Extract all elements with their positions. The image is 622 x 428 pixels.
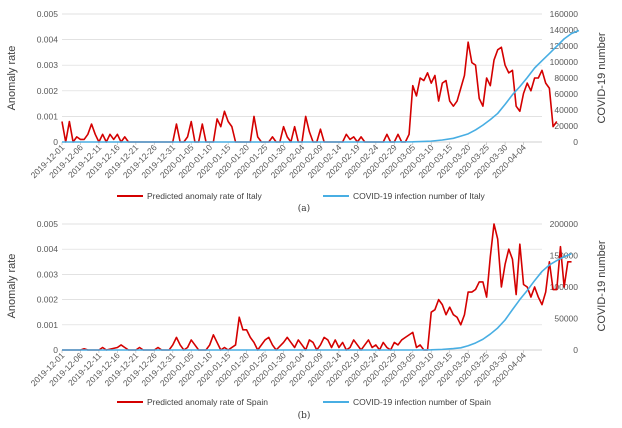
panel-a-legend-covid-label: COVID-19 infection number of Italy <box>353 191 486 201</box>
panel-a-left-tick-label: 0.005 <box>37 9 59 19</box>
panel-b-right-tick-label: 0 <box>573 345 578 355</box>
panel-b-legend-anomaly-label: Predicted anomaly rate of Spain <box>147 397 268 407</box>
panel-b-left-axis-label: Anomaly rate <box>6 254 18 319</box>
panel-a-anomaly-rate-line <box>61 41 558 143</box>
panel-b-right-tick-label: 150000 <box>550 251 579 261</box>
panel-b-caption: (b) <box>298 410 311 421</box>
panel-a-right-tick-label: 160000 <box>550 9 579 19</box>
panel-b-left-tick-label: 0.002 <box>37 295 59 305</box>
panel-b-left-tick-labels: 0 0.001 0.002 0.003 0.004 0.005 <box>37 219 59 355</box>
panel-a-left-tick-label: 0.003 <box>37 60 59 70</box>
panel-b-x-tick-labels: 2019-12-012019-12-062019-12-112019-12-16… <box>29 350 528 388</box>
panel-a-legend: Predicted anomaly rate of Italy COVID-19… <box>117 191 486 201</box>
panel-b-covid-number-line <box>62 252 572 351</box>
panel-a-right-tick-label: 40000 <box>554 105 578 115</box>
panel-a-right-tick-label: 140000 <box>550 25 579 35</box>
panel-a-right-tick-label: 20000 <box>554 121 578 131</box>
panel-a-right-axis-label: COVID-19 number <box>596 32 608 123</box>
panel-b-left-tick-label: 0.003 <box>37 269 59 279</box>
panel-b-right-axis-label: COVID-19 number <box>596 240 608 331</box>
panel-b-gridlines <box>62 223 542 326</box>
panel-a-left-axis-label: Anomaly rate <box>6 46 18 111</box>
panel-a-left-tick-labels: 0 0.001 0.002 0.003 0.004 0.005 <box>37 9 59 147</box>
panel-a-italy: 0 0.001 0.002 0.003 0.004 0.005 0 20000 40000 60… <box>6 9 608 214</box>
panel-a-right-tick-label: 100000 <box>550 57 579 67</box>
panel-a-left-tick-label: 0.004 <box>37 35 59 45</box>
panel-a-legend-anomaly-label: Predicted anomaly rate of Italy <box>147 191 263 201</box>
panel-b-right-tick-label: 200000 <box>550 219 579 229</box>
panel-b-left-tick-label: 0.005 <box>37 219 59 229</box>
panel-a-covid-number-line <box>62 29 580 143</box>
panel-a-gridlines <box>62 13 542 117</box>
panel-a-left-tick-label: 0 <box>53 137 58 147</box>
panel-a-right-tick-label: 120000 <box>550 41 579 51</box>
panel-a-series <box>61 29 580 143</box>
panel-b-legend: Predicted anomaly rate of Spain COVID-19… <box>117 397 491 407</box>
panel-a-left-tick-label: 0.002 <box>37 86 59 96</box>
panel-a-caption: (a) <box>298 203 310 214</box>
panel-a-right-tick-label: 0 <box>573 137 578 147</box>
panel-a-right-tick-label: 60000 <box>554 89 578 99</box>
panel-b-left-tick-label: 0 <box>53 345 58 355</box>
panel-b-series <box>62 223 572 351</box>
panel-b-legend-covid-label: COVID-19 infection number of Spain <box>353 397 491 407</box>
panel-b-left-tick-label: 0.001 <box>37 320 59 330</box>
panel-a-left-tick-label: 0.001 <box>37 111 59 121</box>
panel-b-left-tick-label: 0.004 <box>37 244 59 254</box>
panel-a-x-tick-labels: 2019-12-012019-12-062019-12-112019-12-16… <box>29 142 528 180</box>
panel-b-right-tick-label: 50000 <box>554 314 578 324</box>
panel-a-right-tick-label: 80000 <box>554 73 578 83</box>
panel-a-right-tick-labels: 0 20000 40000 60000 80000 100000 120000 140000 1… <box>550 9 579 147</box>
